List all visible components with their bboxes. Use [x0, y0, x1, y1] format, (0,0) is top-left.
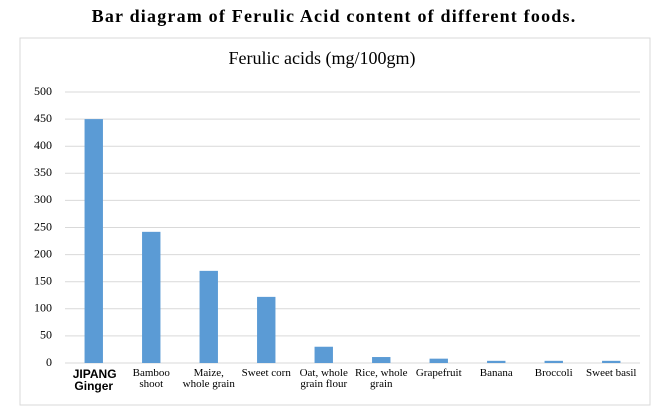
y-tick-label: 400 — [34, 138, 52, 152]
x-tick-label: Grapefruit — [415, 367, 462, 379]
y-tick-label: 200 — [34, 246, 52, 260]
x-tick-label: Rice, whole grain — [354, 367, 408, 390]
y-tick-label: 100 — [34, 301, 52, 315]
bar — [544, 360, 563, 363]
y-tick-label: 500 — [34, 84, 52, 98]
bar — [429, 358, 448, 363]
y-tick-label: 150 — [34, 273, 52, 287]
x-tick-label: Maize, whole grain — [182, 367, 235, 390]
bar — [199, 270, 218, 363]
x-tick-label: Bamboo shoot — [132, 367, 170, 390]
bar — [257, 296, 276, 363]
x-tick-label: JIPANG Ginger — [72, 367, 117, 393]
bar — [314, 346, 333, 363]
chart-frame — [19, 37, 651, 406]
page-title: Bar diagram of Ferulic Acid content of d… — [92, 6, 577, 26]
y-tick-label: 350 — [34, 165, 52, 179]
y-tick-label: 450 — [34, 111, 52, 125]
bar — [487, 360, 506, 363]
bar — [142, 231, 161, 363]
y-tick-label: 50 — [40, 328, 52, 342]
x-tick-label: Sweet corn — [241, 367, 291, 379]
bar — [602, 360, 621, 363]
bar — [84, 119, 103, 363]
x-tick-label: Sweet basil — [586, 367, 637, 379]
chart-title: Ferulic acids (mg/100gm) — [229, 48, 416, 69]
x-tick-label: Oat, whole grain flour — [299, 367, 348, 390]
x-tick-label: Banana — [479, 367, 513, 379]
x-tick-label: Broccoli — [534, 367, 573, 379]
y-tick-label: 300 — [34, 192, 52, 206]
y-tick-label: 0 — [46, 355, 52, 369]
y-tick-label: 250 — [34, 219, 52, 233]
bar — [372, 357, 391, 363]
